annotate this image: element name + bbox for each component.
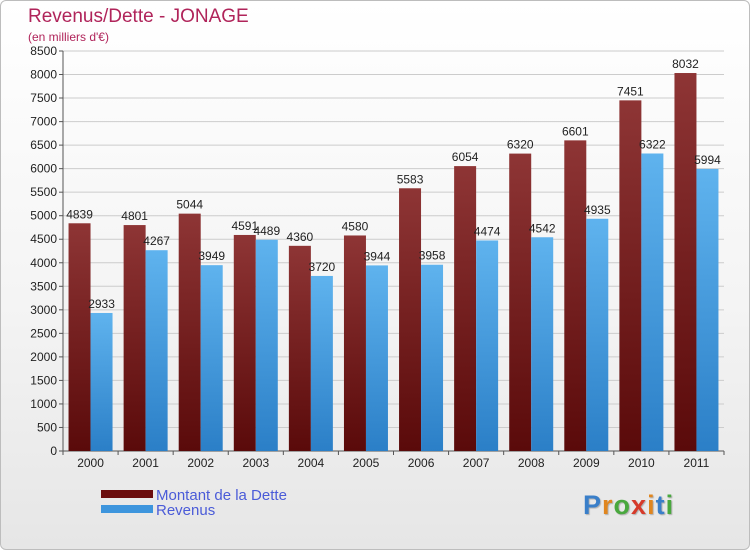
data-label-revenus: 3720 xyxy=(309,260,336,274)
x-tick-label: 2002 xyxy=(187,456,214,470)
bar-dette xyxy=(399,188,422,452)
y-tick-label: 1000 xyxy=(30,397,57,411)
y-tick-label: 4500 xyxy=(30,232,57,246)
data-label-revenus: 3944 xyxy=(364,249,391,263)
x-tick-label: 2001 xyxy=(132,456,159,470)
data-label-dette: 6320 xyxy=(507,138,534,152)
data-label-dette: 6054 xyxy=(452,150,479,164)
bar-revenus xyxy=(586,218,609,451)
bar-revenus xyxy=(145,250,168,451)
y-tick-label: 2000 xyxy=(30,350,57,364)
x-tick-label: 2006 xyxy=(408,456,435,470)
y-tick-label: 1500 xyxy=(30,373,57,387)
x-tick-label: 2007 xyxy=(463,456,490,470)
bar-dette xyxy=(564,140,587,452)
logo-letter: t xyxy=(655,490,666,520)
y-tick-label: 0 xyxy=(50,444,57,458)
logo-letter: x xyxy=(631,490,648,520)
logo-letter: o xyxy=(613,490,632,520)
y-tick-label: 2500 xyxy=(30,326,57,340)
data-label-dette: 4591 xyxy=(231,219,258,233)
logo-letter: i xyxy=(665,490,675,520)
data-label-dette: 4360 xyxy=(287,230,314,244)
bar-revenus xyxy=(641,153,664,451)
legend-label-dette: Montant de la Dette xyxy=(156,487,287,504)
bar-revenus xyxy=(365,265,388,451)
data-label-dette: 4839 xyxy=(66,207,93,221)
bar-revenus xyxy=(531,237,554,451)
data-label-dette: 4801 xyxy=(121,209,148,223)
bar-revenus xyxy=(200,265,223,451)
logo-letter: r xyxy=(602,490,614,520)
logo-letter: i xyxy=(647,490,656,520)
bar-dette xyxy=(178,213,201,451)
legend-swatch-dette xyxy=(101,490,153,498)
legend-label-revenus: Revenus xyxy=(156,502,216,519)
y-tick-label: 7500 xyxy=(30,91,57,105)
x-tick-label: 2004 xyxy=(298,456,325,470)
bar-revenus xyxy=(90,312,113,451)
y-tick-label: 500 xyxy=(37,420,57,434)
bar-dette xyxy=(68,223,91,451)
data-label-revenus: 4474 xyxy=(474,224,501,238)
y-tick-label: 8500 xyxy=(30,44,57,58)
logo-letter: P xyxy=(583,490,603,520)
data-label-revenus: 4267 xyxy=(143,234,170,248)
data-label-dette: 5044 xyxy=(176,198,203,212)
bar-dette xyxy=(343,235,366,451)
data-label-revenus: 6322 xyxy=(639,137,666,151)
y-tick-label: 4000 xyxy=(30,256,57,270)
y-tick-label: 5000 xyxy=(30,209,57,223)
y-tick-label: 5500 xyxy=(30,185,57,199)
bar-dette xyxy=(233,234,256,451)
x-tick-label: 2000 xyxy=(77,456,104,470)
chart-subtitle: (en milliers d'€) xyxy=(28,30,109,44)
bar-dette xyxy=(674,73,697,451)
data-label-dette: 8032 xyxy=(672,57,699,71)
data-label-dette: 5583 xyxy=(397,172,424,186)
chart-title: Revenus/Dette - JONAGE xyxy=(28,6,249,27)
bar-revenus xyxy=(421,264,444,451)
data-label-revenus: 3958 xyxy=(419,249,446,263)
data-label-revenus: 3949 xyxy=(198,249,225,263)
x-tick-label: 2009 xyxy=(573,456,600,470)
bar-dette xyxy=(288,245,311,451)
data-label-dette: 7451 xyxy=(617,84,644,98)
bar-revenus xyxy=(476,240,499,451)
y-tick-label: 8000 xyxy=(30,68,57,82)
proxiti-logo: Proxiti xyxy=(583,490,674,521)
bar-revenus xyxy=(696,168,719,451)
x-tick-label: 2008 xyxy=(518,456,545,470)
data-label-revenus: 2933 xyxy=(88,297,115,311)
bar-revenus xyxy=(310,275,333,451)
data-label-revenus: 4935 xyxy=(584,203,611,217)
data-label-revenus: 5994 xyxy=(694,153,721,167)
x-tick-label: 2011 xyxy=(684,456,710,470)
bar-dette xyxy=(123,225,146,451)
data-label-revenus: 4489 xyxy=(253,224,280,238)
y-tick-label: 3500 xyxy=(30,279,57,293)
data-label-dette: 4580 xyxy=(342,219,369,233)
bar-dette xyxy=(454,166,477,451)
y-tick-label: 7000 xyxy=(30,115,57,129)
data-label-revenus: 4542 xyxy=(529,221,556,235)
x-tick-label: 2003 xyxy=(242,456,269,470)
bar-revenus xyxy=(255,239,278,451)
bar-dette xyxy=(619,100,642,451)
bar-dette xyxy=(509,153,532,451)
legend-swatch-revenus xyxy=(101,505,153,513)
data-label-dette: 6601 xyxy=(562,124,589,138)
y-tick-label: 6500 xyxy=(30,138,57,152)
y-tick-label: 3000 xyxy=(30,303,57,317)
x-tick-label: 2005 xyxy=(353,456,380,470)
x-tick-label: 2010 xyxy=(628,456,655,470)
y-tick-label: 6000 xyxy=(30,162,57,176)
